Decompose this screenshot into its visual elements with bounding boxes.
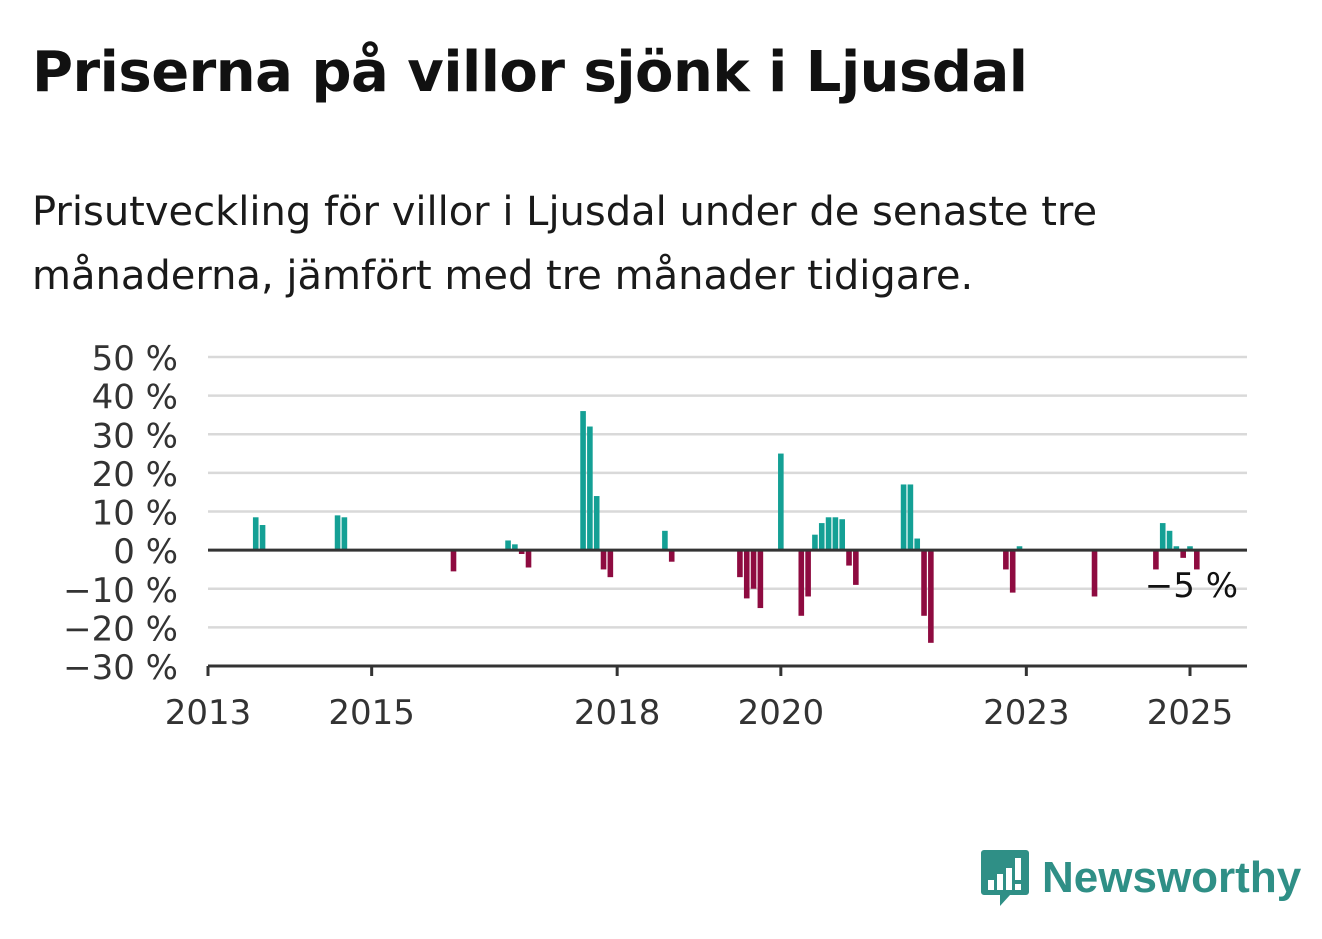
y-tick-label: 0 % bbox=[113, 532, 178, 572]
bar bbox=[1194, 550, 1200, 570]
y-tick-label: 40 % bbox=[92, 378, 178, 418]
bar bbox=[750, 550, 757, 589]
bar bbox=[1166, 530, 1173, 551]
x-tick-label: 2013 bbox=[165, 693, 252, 733]
bar bbox=[743, 550, 750, 599]
bar bbox=[587, 426, 593, 551]
bar bbox=[518, 550, 525, 554]
bars bbox=[252, 411, 1200, 643]
bar bbox=[900, 484, 907, 551]
brand-logo: Newsworthy bbox=[980, 848, 1301, 908]
bar bbox=[662, 530, 668, 551]
bar bbox=[600, 550, 607, 570]
bar bbox=[757, 550, 764, 609]
bar bbox=[914, 538, 921, 551]
y-tick-label: 10 % bbox=[92, 494, 178, 534]
y-tick-label: −10 % bbox=[63, 571, 178, 611]
labels: 50 %40 %30 %20 %10 %0 %−10 %−20 %−30 % 20… bbox=[63, 339, 1238, 733]
bar bbox=[1091, 550, 1098, 597]
bar bbox=[818, 523, 825, 551]
bar bbox=[607, 550, 614, 578]
bar bbox=[812, 534, 818, 551]
bar bbox=[1159, 523, 1166, 551]
x-tick-label: 2020 bbox=[738, 693, 825, 733]
brand-name: Newsworthy bbox=[1042, 853, 1302, 902]
bar bbox=[1153, 550, 1159, 570]
y-tick-label: −30 % bbox=[63, 648, 178, 688]
bar bbox=[593, 496, 600, 551]
bar bbox=[798, 550, 805, 616]
x-tick-label: 2025 bbox=[1147, 693, 1234, 733]
bar bbox=[525, 550, 532, 568]
bar bbox=[805, 550, 811, 597]
y-tick-label: 50 % bbox=[92, 339, 178, 379]
bar bbox=[1016, 546, 1023, 551]
x-tick-label: 2018 bbox=[574, 693, 661, 733]
y-tick-label: 30 % bbox=[92, 416, 178, 456]
x-tick-label: 2015 bbox=[328, 693, 415, 733]
y-tick-label: 20 % bbox=[92, 455, 178, 495]
bar bbox=[1187, 546, 1193, 551]
bar bbox=[825, 517, 832, 551]
last-value-label: −5 % bbox=[1145, 566, 1238, 606]
axes bbox=[206, 548, 1247, 676]
newsworthy-logo-icon bbox=[981, 850, 1029, 906]
bar bbox=[839, 519, 846, 551]
bar bbox=[450, 550, 457, 572]
chart-title: Priserna på villor sjönk i Ljusdal bbox=[32, 40, 1028, 105]
bar bbox=[846, 550, 852, 566]
bar bbox=[832, 517, 839, 551]
bar bbox=[928, 550, 934, 643]
bar bbox=[252, 517, 259, 551]
bar bbox=[1009, 550, 1016, 593]
x-tick-label: 2023 bbox=[983, 693, 1070, 733]
bar bbox=[512, 544, 518, 551]
chart-subtitle: Prisutveckling för villor i Ljusdal unde… bbox=[32, 189, 1098, 299]
bar bbox=[1180, 550, 1186, 558]
bar bbox=[737, 550, 743, 578]
bar bbox=[580, 411, 586, 551]
bar bbox=[334, 515, 341, 551]
bar bbox=[907, 484, 914, 551]
bar bbox=[341, 517, 348, 551]
bar bbox=[668, 550, 675, 562]
bar bbox=[1003, 550, 1009, 570]
y-tick-label: −20 % bbox=[63, 609, 178, 649]
bar bbox=[853, 550, 859, 585]
bar bbox=[505, 540, 511, 551]
bar bbox=[259, 525, 266, 551]
gridlines bbox=[208, 355, 1247, 629]
bar bbox=[778, 453, 784, 551]
bar bbox=[921, 550, 927, 616]
bar bbox=[1173, 546, 1180, 551]
